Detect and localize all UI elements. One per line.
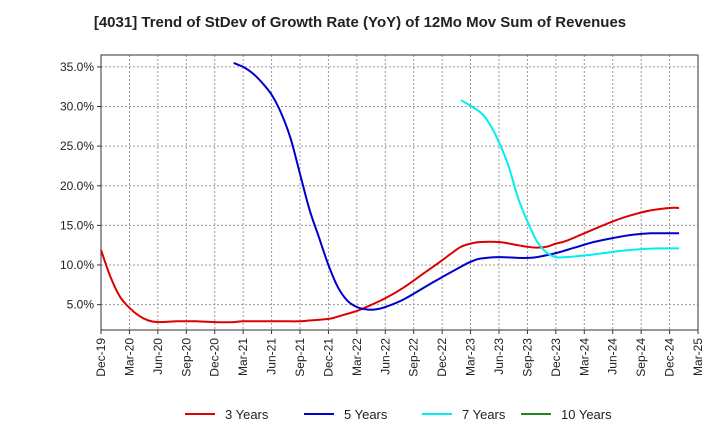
y-tick-label: 35.0%: [60, 60, 94, 74]
x-tick-label: Mar-25: [691, 338, 705, 376]
legend-label-10-years: 10 Years: [561, 407, 612, 422]
legend-label-7-years: 7 Years: [462, 407, 506, 422]
series-line-7-years: [460, 99, 680, 259]
x-tick-label: Sep-20: [179, 338, 193, 377]
y-tick-label: 15.0%: [60, 218, 94, 232]
y-tick-label: 25.0%: [60, 139, 94, 153]
plot-background: [101, 55, 698, 330]
x-tick-label: Dec-19: [94, 338, 108, 377]
x-axis-ticks: Dec-19 Mar-20 Jun-20 Sep-20 Dec-20 Mar-21 Jun-…: [94, 330, 705, 377]
y-tick-label: 30.0%: [60, 100, 94, 114]
x-tick-label: Jun-20: [151, 338, 165, 375]
x-tick-label: Sep-22: [407, 338, 421, 377]
series-line-3-years: [100, 206, 680, 324]
x-tick-label: Jun-22: [378, 338, 392, 375]
x-tick-label: Mar-22: [350, 338, 364, 376]
x-tick-label: Dec-20: [208, 338, 222, 377]
legend-label-3-years: 3 Years: [225, 407, 269, 422]
x-tick-label: Jun-24: [606, 338, 620, 375]
series-lines: [100, 62, 680, 324]
y-tick-label: 20.0%: [60, 179, 94, 193]
x-tick-label: Mar-23: [464, 338, 478, 376]
x-tick-label: Dec-22: [435, 338, 449, 377]
x-tick-label: Jun-23: [492, 338, 506, 375]
x-tick-label: Sep-24: [634, 338, 648, 377]
chart-title: [4031] Trend of StDev of Growth Rate (Yo…: [93, 14, 627, 31]
x-tick-label: Dec-24: [663, 338, 677, 377]
x-tick-label: Sep-23: [520, 338, 534, 377]
legend: 3 Years 5 Years 7 Years 10 Years: [185, 407, 612, 422]
x-tick-label: Mar-21: [236, 338, 250, 376]
x-tick-label: Sep-21: [293, 338, 307, 377]
y-axis-ticks: 5.0% 10.0% 15.0% 20.0% 25.0% 30.0% 35.0%: [60, 60, 101, 312]
x-tick-label: Mar-20: [122, 338, 136, 376]
y-tick-label: 5.0%: [67, 298, 95, 312]
x-tick-label: Dec-23: [549, 338, 563, 377]
x-tick-label: Jun-21: [265, 338, 279, 375]
x-tick-label: Mar-24: [577, 338, 591, 376]
legend-label-5-years: 5 Years: [344, 407, 388, 422]
series-line-5-years: [233, 62, 680, 311]
x-tick-label: Dec-21: [321, 338, 335, 377]
grid-lines: [100, 55, 699, 330]
plot-frame: [100, 54, 699, 331]
y-tick-label: 10.0%: [60, 258, 94, 272]
